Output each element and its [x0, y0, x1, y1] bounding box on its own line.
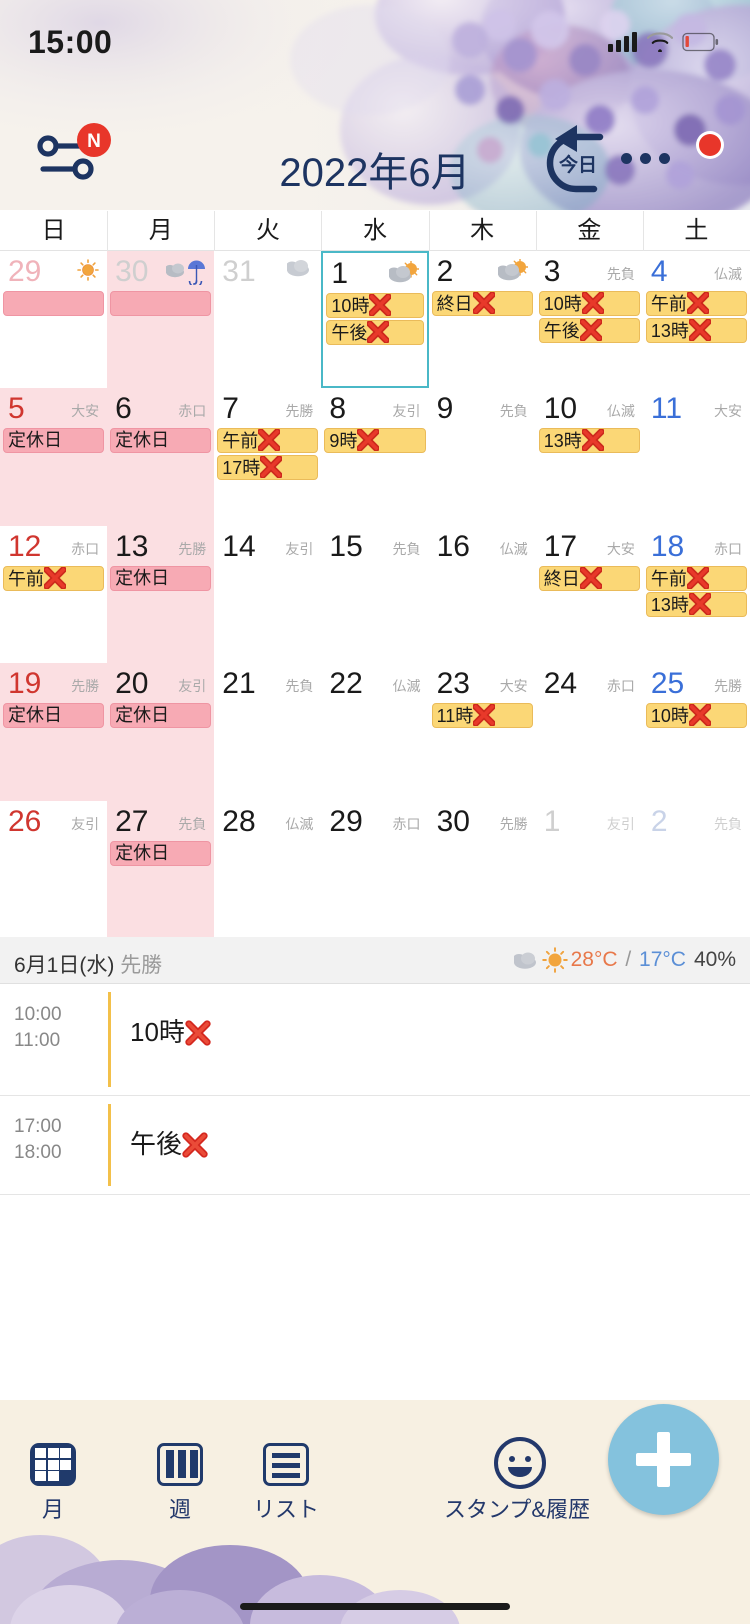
svg-text:今日: 今日 [558, 153, 597, 176]
